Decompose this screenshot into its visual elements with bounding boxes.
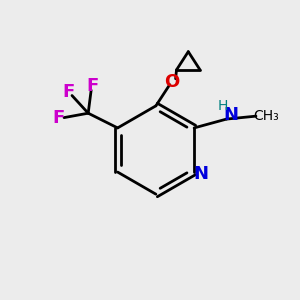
- Text: F: F: [52, 109, 64, 127]
- Text: N: N: [193, 165, 208, 183]
- Text: CH₃: CH₃: [254, 109, 279, 123]
- Text: H: H: [218, 99, 228, 113]
- Text: N: N: [224, 106, 238, 124]
- Text: F: F: [62, 83, 75, 101]
- Text: O: O: [164, 73, 180, 91]
- Text: F: F: [86, 76, 99, 94]
